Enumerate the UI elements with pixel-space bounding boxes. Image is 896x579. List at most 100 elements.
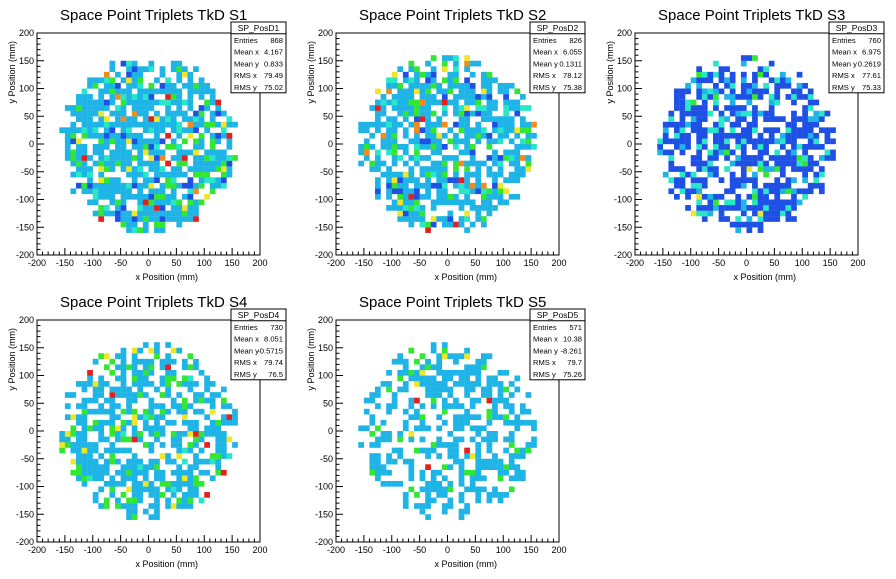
bin	[779, 116, 786, 122]
bin	[375, 458, 381, 465]
bin	[469, 469, 476, 476]
bin	[414, 193, 420, 200]
bin	[176, 99, 183, 106]
stat-label: RMS x	[234, 71, 257, 80]
bin	[98, 403, 105, 409]
bin	[724, 199, 730, 206]
bin	[685, 193, 691, 200]
bin	[525, 144, 532, 150]
bin	[486, 397, 493, 404]
bin	[142, 469, 149, 476]
bin	[757, 160, 764, 167]
bin	[757, 66, 764, 72]
bin	[159, 216, 166, 222]
bin	[464, 160, 470, 167]
bin	[441, 369, 448, 376]
bin	[668, 116, 675, 122]
bin	[768, 199, 775, 206]
bin	[397, 82, 404, 89]
bin	[414, 210, 420, 217]
bin	[159, 188, 166, 195]
bin	[441, 66, 448, 72]
bin	[70, 442, 77, 448]
bin	[480, 386, 487, 393]
bin	[475, 132, 482, 139]
bin	[81, 105, 88, 111]
bin	[76, 116, 82, 122]
bin	[486, 458, 493, 465]
bin	[779, 132, 786, 139]
bin	[176, 105, 183, 111]
y-tick-label: 200	[318, 315, 333, 325]
bin	[126, 77, 132, 84]
x-tick-label: -200	[28, 545, 46, 555]
bin	[380, 381, 387, 387]
bin	[414, 369, 420, 376]
bin	[76, 447, 82, 454]
bin	[768, 166, 775, 172]
bin	[159, 171, 166, 178]
bin	[752, 71, 758, 78]
bin	[430, 55, 437, 61]
bin	[707, 149, 714, 156]
bin	[126, 364, 132, 371]
bin	[464, 364, 470, 371]
bin	[70, 188, 77, 195]
bin	[802, 105, 808, 111]
bin	[701, 105, 708, 111]
bin	[137, 216, 144, 222]
bin	[469, 88, 476, 95]
bin	[98, 210, 105, 217]
bin	[170, 116, 177, 122]
bin	[469, 453, 476, 459]
bin	[497, 160, 504, 167]
bin	[525, 392, 532, 398]
bin	[469, 60, 476, 67]
bin	[447, 447, 454, 454]
bin	[193, 144, 199, 150]
bin	[142, 149, 149, 156]
bin	[209, 431, 216, 437]
bin	[126, 447, 132, 454]
bin	[126, 160, 132, 167]
bin	[148, 358, 155, 365]
bin	[109, 480, 116, 487]
bin	[391, 199, 398, 206]
bin	[92, 408, 99, 415]
bin	[115, 480, 121, 487]
bin	[64, 431, 71, 437]
bin	[430, 160, 437, 167]
bin	[109, 199, 116, 206]
bin	[746, 138, 753, 145]
bin	[193, 419, 199, 426]
y-tick-label: 150	[617, 56, 632, 66]
bin	[408, 486, 415, 493]
bin	[386, 369, 392, 376]
bin	[740, 110, 747, 117]
bin	[391, 132, 398, 139]
bin	[774, 155, 781, 161]
bin	[220, 155, 227, 161]
histogram-bins	[59, 342, 238, 520]
bin	[464, 121, 470, 128]
bin	[126, 403, 132, 409]
bin	[92, 397, 99, 404]
bin	[419, 110, 426, 117]
bin	[92, 419, 99, 426]
bin	[59, 436, 66, 443]
bin	[668, 155, 675, 161]
bin	[469, 182, 476, 189]
bin	[176, 464, 183, 470]
bin	[740, 149, 747, 156]
bin	[469, 110, 476, 117]
bin	[391, 392, 398, 398]
bin	[375, 425, 381, 432]
bin	[402, 182, 409, 189]
bin	[746, 132, 753, 139]
bin	[109, 155, 116, 161]
bin	[807, 166, 814, 172]
bin	[363, 144, 370, 150]
bin	[796, 94, 803, 100]
bin	[414, 132, 420, 139]
bin	[458, 419, 465, 426]
